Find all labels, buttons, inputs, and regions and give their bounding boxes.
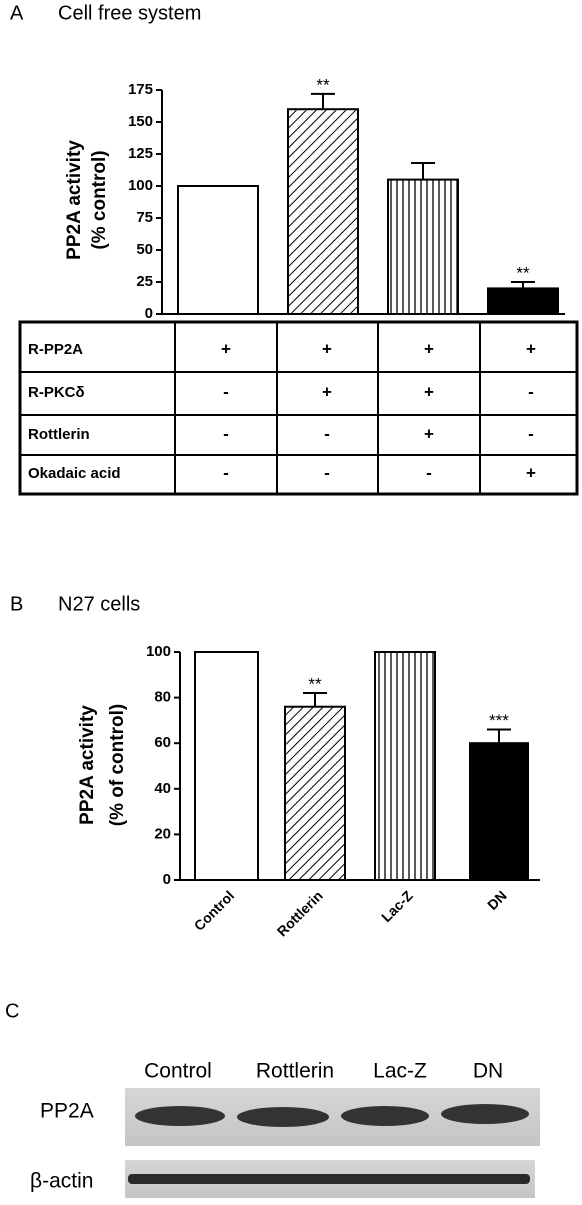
bar [487, 287, 559, 315]
cell: + [322, 339, 332, 358]
condition-table [18, 320, 579, 496]
chart-title: N27 cells [58, 593, 140, 615]
y-tick-label: 125 [128, 145, 153, 162]
x-tick-label: DN [484, 887, 510, 913]
bar [194, 651, 259, 881]
cell: - [223, 424, 229, 443]
lane-label: Control [144, 1060, 212, 1083]
y-axis-label: (% of control) [107, 704, 128, 826]
row-label: Okadaic acid [28, 465, 121, 482]
bar [374, 651, 436, 881]
row-label: R-PP2A [28, 341, 83, 358]
chart-title: Cell free system [58, 2, 201, 24]
cell: - [223, 463, 229, 482]
y-axis-label: PP2A activity [64, 140, 85, 260]
cell: - [223, 382, 229, 401]
row-label: R-PKCδ [28, 384, 85, 401]
y-tick-label: 100 [146, 643, 171, 660]
lane-label: DN [473, 1060, 503, 1083]
cell: + [424, 424, 434, 443]
x-tick-label: Control [191, 887, 238, 934]
blot-row-label: PP2A [40, 1100, 94, 1123]
y-tick-label: 60 [154, 734, 171, 751]
panel-label: C [5, 1000, 19, 1022]
row-label: Rottlerin [28, 426, 90, 443]
cell: - [528, 424, 534, 443]
lane-label: Rottlerin [256, 1060, 334, 1083]
x-tick-label: Lac-Z [378, 887, 416, 925]
cell: + [424, 339, 434, 358]
cell: - [426, 463, 432, 482]
cell: + [221, 339, 231, 358]
bar [387, 178, 459, 315]
y-axis-label: PP2A activity [77, 705, 98, 825]
significance-label: ** [316, 75, 330, 94]
bar [177, 185, 259, 315]
blot-row-label: β-actin [30, 1170, 93, 1193]
cell: + [322, 382, 332, 401]
lane-label: Lac-Z [373, 1060, 427, 1083]
y-tick-label: 25 [136, 273, 153, 290]
panel-label: B [10, 593, 23, 615]
cell: + [424, 382, 434, 401]
y-tick-label: 80 [154, 689, 171, 706]
significance-label: *** [489, 711, 509, 730]
band-actin [128, 1174, 530, 1184]
y-tick-label: 100 [128, 177, 153, 194]
significance-label: ** [516, 263, 530, 282]
bar [469, 742, 529, 882]
y-tick-label: 0 [145, 305, 153, 322]
significance-label: ** [308, 675, 322, 694]
y-tick-label: 20 [154, 825, 171, 842]
cell: - [324, 463, 330, 482]
bar [287, 108, 359, 315]
y-tick-label: 40 [154, 780, 171, 797]
bands-pp2a [135, 1104, 529, 1127]
y-tick-label: 150 [128, 113, 153, 130]
bar [284, 705, 346, 881]
y-tick-label: 75 [136, 209, 153, 226]
y-tick-label: 50 [136, 241, 153, 258]
table-frame [18, 320, 579, 496]
x-tick-label: Rottlerin [274, 887, 326, 939]
y-tick-label: 0 [163, 871, 171, 888]
cell: - [324, 424, 330, 443]
cell: + [526, 339, 536, 358]
panel-label: A [10, 2, 24, 24]
cell: - [528, 382, 534, 401]
cell: + [526, 463, 536, 482]
y-tick-label: 175 [128, 81, 153, 98]
y-axis-label: (% control) [89, 150, 110, 249]
